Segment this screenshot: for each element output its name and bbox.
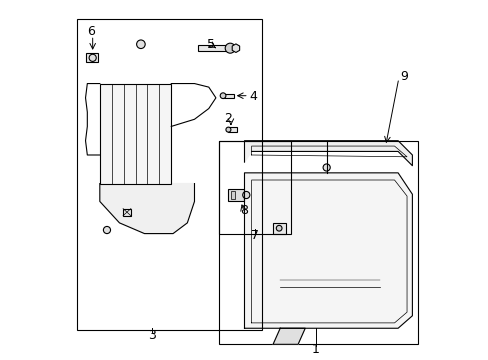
Bar <box>85 53 98 62</box>
Circle shape <box>323 164 329 171</box>
Text: 3: 3 <box>147 329 155 342</box>
Polygon shape <box>244 141 411 166</box>
Bar <box>77 19 262 330</box>
Text: 4: 4 <box>249 90 257 103</box>
Polygon shape <box>272 328 305 344</box>
Bar <box>230 192 235 199</box>
Bar <box>219 141 290 234</box>
Text: 8: 8 <box>240 204 248 217</box>
Polygon shape <box>100 184 194 234</box>
Circle shape <box>225 127 230 132</box>
Circle shape <box>89 54 96 62</box>
Polygon shape <box>244 173 411 328</box>
Bar <box>123 208 131 216</box>
Text: 2: 2 <box>224 112 232 125</box>
Bar <box>198 45 233 51</box>
Bar <box>272 223 285 234</box>
Circle shape <box>220 93 225 99</box>
Text: 5: 5 <box>206 38 215 51</box>
Text: 7: 7 <box>251 229 259 242</box>
Circle shape <box>242 192 249 199</box>
Bar <box>219 141 417 344</box>
Bar <box>228 189 244 202</box>
Text: 6: 6 <box>87 25 95 38</box>
Bar <box>228 127 237 132</box>
Circle shape <box>225 43 235 53</box>
Circle shape <box>103 226 110 234</box>
Circle shape <box>136 40 145 49</box>
Circle shape <box>276 225 282 231</box>
Bar <box>223 94 234 98</box>
Bar <box>100 84 171 184</box>
Text: 1: 1 <box>311 343 319 356</box>
Text: 9: 9 <box>399 70 407 83</box>
